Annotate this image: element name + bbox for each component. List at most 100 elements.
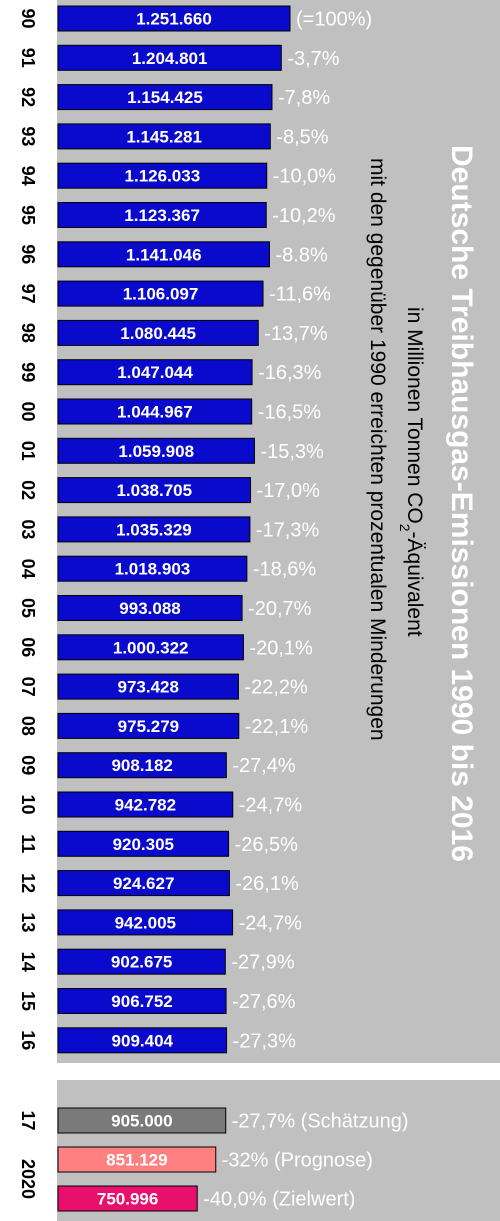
bar-value-label-1: 1.204.801	[132, 49, 208, 68]
bar-value-label-29: 750.996	[97, 1190, 158, 1209]
bar-16	[57, 634, 244, 661]
bar-change-label-11: -15,3%	[260, 441, 324, 463]
bar-14	[57, 555, 248, 582]
bar-value-label-22: 924.627	[113, 874, 174, 893]
year-label-8: 98	[18, 323, 38, 343]
bar-value-label-12: 1.038.705	[116, 481, 192, 500]
bar-value-label-13: 1.035.329	[116, 520, 192, 539]
bar-29	[57, 1185, 198, 1212]
year-label-5: 95	[18, 205, 38, 225]
year-label-21: 11	[18, 834, 38, 853]
year-label-7: 97	[18, 284, 38, 304]
year-label-10: 00	[18, 401, 38, 421]
bar-change-label-7: -11,6%	[269, 284, 331, 306]
year-label-2: 92	[18, 87, 38, 107]
bar-value-label-26: 909.404	[112, 1031, 174, 1050]
bar-change-label-23: -24,7%	[239, 912, 303, 934]
bars-group: 1.251.660 (=100%) 90 1.204.801 -3,7% 91 1.154.…	[18, 5, 409, 1212]
subtitle-unit-subscript: 2	[397, 524, 413, 532]
bar-8	[57, 319, 259, 346]
bar-value-label-2: 1.154.425	[127, 88, 203, 107]
year-label-20: 10	[18, 794, 38, 814]
bar-change-label-13: -17,3%	[256, 519, 320, 541]
year-label-0: 90	[18, 8, 38, 28]
bar-value-label-7: 1.106.097	[123, 285, 199, 304]
bar-change-label-5: -10,2%	[272, 205, 336, 227]
bar-value-label-19: 908.182	[111, 756, 172, 775]
bar-6	[57, 241, 270, 268]
bar-15	[57, 595, 243, 621]
year-label-12: 02	[18, 480, 38, 500]
bar-10	[57, 398, 253, 425]
year-label-17: 07	[18, 677, 38, 697]
bar-change-label-26: -27,3%	[233, 1030, 297, 1052]
bar-change-label-1: -3,7%	[287, 48, 339, 70]
bar-value-label-15: 993.088	[119, 599, 180, 618]
year-label-23: 13	[18, 912, 38, 932]
bar-4	[57, 162, 268, 189]
bar-24	[57, 948, 226, 975]
bar-value-label-3: 1.145.281	[126, 127, 202, 146]
bar-value-label-14: 1.018.903	[115, 560, 191, 579]
bar-change-label-29: -40,0% (Zielwert)	[203, 1189, 355, 1211]
bar-change-label-20: -24,7%	[239, 795, 303, 817]
bar-value-label-9: 1.047.044	[117, 363, 193, 382]
bar-11	[57, 437, 255, 464]
bar-0	[57, 5, 291, 32]
bar-value-label-4: 1.126.033	[125, 167, 201, 186]
bar-17	[57, 673, 239, 700]
year-label-13: 03	[18, 519, 38, 539]
bar-value-label-5: 1.123.367	[124, 206, 200, 225]
bar-value-label-17: 973.428	[117, 678, 178, 697]
bar-value-label-28: 851.129	[106, 1151, 167, 1170]
bar-change-label-3: -8,5%	[276, 126, 328, 148]
bar-value-label-8: 1.080.445	[120, 324, 196, 343]
bar-change-label-18: -22,1%	[245, 716, 309, 738]
bar-value-label-18: 975.279	[118, 717, 179, 736]
bar-change-label-16: -20,1%	[249, 637, 313, 659]
year-label-11: 01	[18, 441, 38, 461]
bar-value-label-11: 1.059.908	[118, 442, 194, 461]
year-label-27: 17	[18, 1110, 38, 1130]
bar-5	[57, 202, 267, 228]
year-label-3: 93	[18, 126, 38, 146]
bar-value-label-20: 942.782	[115, 796, 176, 815]
bar-value-label-6: 1.141.046	[126, 245, 202, 264]
bar-change-label-9: -16,3%	[258, 362, 322, 384]
bar-change-label-21: -26,5%	[235, 834, 299, 856]
year-label-1: 91	[18, 48, 38, 68]
bar-change-label-14: -18,6%	[253, 559, 317, 581]
bar-1	[57, 44, 282, 71]
bar-2	[57, 84, 273, 111]
bar-value-label-25: 906.752	[111, 992, 172, 1011]
bar-12	[57, 477, 252, 504]
bar-value-label-24: 902.675	[111, 953, 172, 972]
bar-change-label-22: -26,1%	[235, 873, 299, 895]
bar-value-label-10: 1.044.967	[117, 403, 193, 422]
bar-change-label-4: -10,0%	[273, 166, 337, 188]
year-label-14: 04	[18, 559, 38, 579]
year-label-9: 99	[18, 362, 38, 382]
bar-13	[57, 516, 251, 543]
bar-27	[57, 1107, 227, 1134]
bar-value-label-21: 920.305	[113, 835, 174, 854]
bar-value-label-16: 1.000.322	[113, 638, 189, 657]
bar-value-label-27: 905.000	[111, 1112, 172, 1131]
bar-change-label-6: -8.8%	[275, 244, 327, 266]
bar-23	[57, 909, 234, 936]
bar-22	[57, 870, 230, 897]
year-label-16: 06	[18, 637, 38, 657]
bar-change-label-25: -27,6%	[232, 991, 296, 1013]
bar-value-label-0: 1.251.660	[136, 10, 212, 29]
year-label-26: 16	[18, 1030, 38, 1050]
bar-change-label-0: (=100%)	[296, 9, 372, 31]
year-label-19: 09	[18, 755, 38, 775]
chart-subtitle-unit: in Millionen Tonnen CO2-Äquivalent	[397, 307, 426, 637]
bar-change-label-19: -27,4%	[232, 755, 296, 777]
bar-change-label-8: -13,7%	[264, 323, 328, 345]
bar-7	[57, 280, 264, 307]
bar-change-label-28: -32% (Prognose)	[222, 1150, 373, 1172]
year-label-4: 94	[18, 166, 38, 186]
